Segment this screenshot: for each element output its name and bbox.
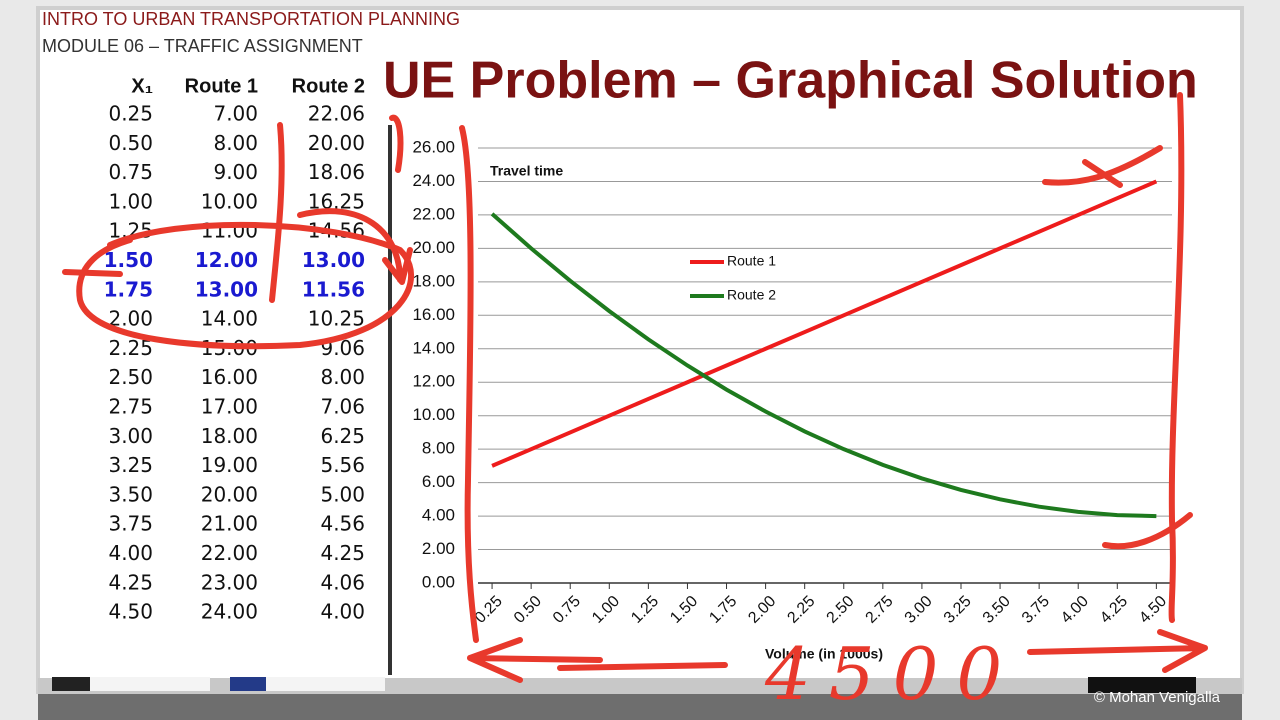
table-cell: 13.00	[195, 277, 258, 301]
marker-cap	[230, 677, 266, 691]
y-tick-label: 26.00	[412, 137, 455, 156]
table-cell: 8.00	[320, 365, 365, 389]
table-cell: 4.50	[108, 600, 153, 624]
column-header: X₁	[131, 75, 153, 97]
table-cell: 3.75	[108, 512, 153, 536]
series-line	[491, 179, 1158, 468]
y-tick-label: 8.00	[422, 439, 455, 458]
y-tick-label: 12.00	[412, 372, 455, 391]
marker	[265, 677, 385, 691]
ink-circle	[76, 221, 415, 350]
ink-arrow	[467, 637, 728, 683]
ink-stroke	[389, 114, 404, 173]
course-title: INTRO TO URBAN TRANSPORTATION PLANNING	[42, 9, 460, 29]
table-cell: 1.75	[104, 277, 153, 301]
table-cell: 12.00	[195, 248, 258, 272]
series-line	[490, 212, 1157, 519]
whiteboard	[36, 6, 1244, 694]
table-cell: 22.00	[201, 541, 258, 565]
x-axis-label: Volume (in 1000s)	[765, 646, 883, 662]
eraser	[1088, 677, 1196, 693]
table-cell: 7.00	[213, 102, 258, 126]
y-tick-label: 2.00	[422, 539, 455, 558]
y-axis-label: Travel time	[490, 163, 563, 179]
ink-arrow	[1027, 629, 1208, 673]
table-cell: 20.00	[308, 131, 365, 155]
marker-cap	[52, 677, 90, 691]
table-cell: 4.56	[320, 512, 365, 536]
table-cell: 0.75	[108, 160, 153, 184]
table-cell: 2.50	[108, 365, 153, 389]
y-tick-label: 22.00	[412, 204, 455, 223]
table-cell: 7.06	[320, 395, 365, 419]
table-cell: 23.00	[201, 570, 258, 594]
table-cell: 17.00	[201, 395, 258, 419]
copyright: © Mohan Venigalla	[1094, 689, 1221, 706]
table-cell: 14.00	[201, 307, 258, 331]
ink-stroke	[1102, 512, 1193, 550]
y-tick-label: 4.00	[422, 506, 455, 525]
marker-tray	[38, 678, 1242, 694]
table-cell: 6.25	[320, 424, 365, 448]
table-cell: 0.50	[108, 131, 153, 155]
handwritten-note: 4500	[764, 632, 1020, 716]
ink-bracket	[1168, 92, 1185, 623]
slide-title: UE Problem – Graphical Solution	[383, 52, 1198, 110]
table-cell: 21.00	[201, 512, 258, 536]
table-cell: 5.00	[320, 482, 365, 506]
legend-label: Route 1	[727, 253, 776, 269]
table-cell: 8.00	[213, 131, 258, 155]
y-tick-label: 14.00	[412, 338, 455, 357]
y-tick-label: 0.00	[422, 572, 455, 591]
table-cell: 1.50	[104, 248, 153, 272]
table-cell: 19.00	[201, 453, 258, 477]
y-tick-label: 16.00	[412, 305, 455, 324]
table-cell: 24.00	[201, 600, 258, 624]
tray-edge	[38, 694, 1242, 720]
table-cell: 9.00	[213, 160, 258, 184]
y-tick-label: 24.00	[412, 171, 455, 190]
table-cell: 4.00	[320, 600, 365, 624]
y-tick-label: 10.00	[412, 405, 455, 424]
table-cell: 11.56	[302, 277, 365, 301]
table-cell: 20.00	[201, 482, 258, 506]
legend-label: Route 2	[727, 287, 776, 303]
table-cell: 3.00	[108, 424, 153, 448]
data-table: X₁ Route 1 Route 2 0.25 7.00 22.06 0.50 8.00 20.…	[104, 75, 365, 623]
table-cell: 16.00	[201, 365, 258, 389]
table-cell: 18.06	[308, 160, 365, 184]
column-header: Route 2	[292, 75, 365, 97]
ink-stroke	[269, 122, 285, 303]
table-cell: 5.56	[320, 453, 365, 477]
module-title: MODULE 06 – TRAFFIC ASSIGNMENT	[42, 36, 363, 56]
table-cell: 10.25	[308, 307, 365, 331]
table-cell: 0.25	[108, 102, 153, 126]
table-cell: 1.00	[108, 189, 153, 213]
y-tick-label: 18.00	[412, 271, 455, 290]
marker	[90, 677, 210, 691]
handwriting	[62, 92, 1208, 683]
table-cell: 10.00	[201, 189, 258, 213]
column-header: Route 1	[185, 75, 258, 97]
ink-stroke	[1042, 145, 1163, 188]
table-cell: 2.75	[108, 395, 153, 419]
table-cell: 13.00	[302, 248, 365, 272]
table-cell: 4.25	[320, 541, 365, 565]
table-cell: 4.06	[320, 570, 365, 594]
table-cell: 4.00	[108, 541, 153, 565]
y-tick-label: 6.00	[422, 472, 455, 491]
table-cell: 22.06	[308, 102, 365, 126]
table-cell: 3.25	[108, 453, 153, 477]
table-cell: 3.50	[108, 482, 153, 506]
y-tick-label: 20.00	[412, 238, 455, 257]
table-cell: 18.00	[201, 424, 258, 448]
table-cell: 4.25	[108, 570, 153, 594]
ink-bracket	[459, 125, 479, 643]
